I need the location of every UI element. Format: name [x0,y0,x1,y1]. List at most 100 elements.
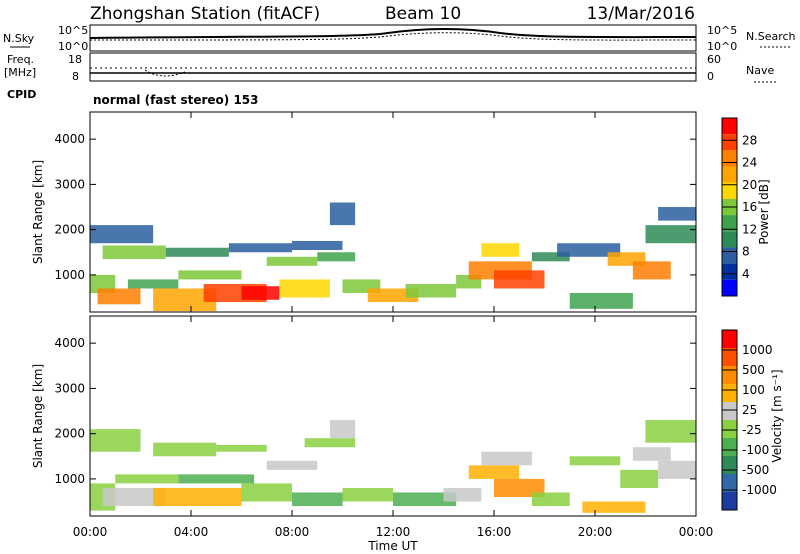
power-cell [405,283,457,298]
velocity-colorbar-tick-label: 500 [742,363,765,377]
power-colorbar-swatch [722,231,737,248]
nsearch-trace [89,32,697,41]
power-ylabel: Slant Range [km] [31,160,45,264]
velocity-heatmap [90,420,696,513]
power-cell [97,288,141,305]
velocity-cell [620,469,659,488]
velocity-colorbar-swatch [722,384,737,402]
nsearch-tick-low: 10^0 [707,40,737,53]
velocity-cell [102,487,166,507]
power-colorbar-swatch [722,279,737,296]
xtick-label: 00:00 [73,525,108,539]
velocity-colorbar-tick-label: -1000 [742,483,777,497]
power-colorbar-tick-label: 12 [742,222,757,236]
velocity-colorbar-tick-label: -100 [742,443,769,457]
nsky-label: N.Sky [3,32,35,45]
power-colorbar-swatch [722,263,737,280]
velocity-cell [481,451,532,466]
ytick-label: 3000 [54,381,85,395]
velocity-cell [393,492,457,507]
power-colorbar-tick-label: 8 [742,245,750,259]
power-cell [481,243,520,257]
xtick-label: 04:00 [174,525,209,539]
cpid-label: CPID [7,88,36,101]
velocity-colorbar-tick-label: -500 [742,463,769,477]
power-cell [279,279,330,298]
freq-tick-low: 8 [72,70,79,83]
nsearch-label: N.Search [746,30,796,43]
ytick-label: 1000 [54,472,85,486]
power-cell [241,286,280,300]
nsky-tick-low: 10^0 [58,40,88,53]
power-panel-frame [89,111,697,313]
xaxis-label: Time UT [367,539,418,553]
power-cell [102,245,166,260]
velocity-colorbar-frame [721,329,738,511]
velocity-cell [443,487,482,502]
velocity-cell [115,474,179,484]
velocity-cell [582,501,646,513]
nave-tick-high: 60 [707,53,721,66]
power-cell [329,202,356,226]
power-cell [165,247,229,257]
velocity-panel-frame [89,315,697,517]
power-colorbar-swatch [722,150,737,167]
nsky-tick-high: 10^5 [58,24,88,37]
nsearch-tick-high: 10^5 [707,24,737,37]
power-colorbar-tick-label: 16 [742,200,757,214]
date-label: 13/Mar/2016 [587,4,695,24]
power-colorbar-swatch [722,182,737,199]
power-cell [531,252,570,262]
velocity-colorbar-swatch [722,366,737,384]
power-cell [632,261,671,280]
velocity-cell [632,447,671,461]
power-heatmap [90,202,696,312]
freq-tick-high: 18 [68,53,82,66]
velocity-cell [266,460,318,470]
power-cell [292,240,343,251]
velocity-cell [329,420,356,439]
power-cell [153,288,217,312]
power-cell [317,252,356,262]
freq-label-2: [MHz] [4,66,36,79]
xtick-label: 16:00 [477,525,512,539]
xtick-label: 20:00 [578,525,613,539]
velocity-colorbar-swatch [722,492,737,510]
velocity-colorbar-swatch [722,474,737,492]
velocity-cell [241,483,292,502]
power-colorbar-swatch [722,166,737,183]
power-cell [494,270,545,289]
power-colorbar-tick-label: 20 [742,178,757,192]
velocity-cell [342,487,393,502]
ytick-label: 3000 [54,177,85,191]
velocity-cell [645,420,696,443]
power-colorbar-swatch [722,215,737,232]
power-colorbar-swatch [722,134,737,151]
velocity-colorbar-tick-label: 1000 [742,343,773,357]
velocity-cell [178,474,255,484]
velocity-colorbar-label: Velocity [m s⁻¹] [770,369,784,462]
velocity-cell [153,487,242,507]
velocity-cell [90,429,141,452]
power-cell [658,207,696,221]
power-colorbar-label: Power [dB] [757,179,771,244]
freq-dip [144,69,186,77]
nave-label: Nave [746,64,774,77]
power-colorbar-tick-label: 24 [742,156,757,170]
power-cell [557,243,621,257]
nave-tick-low: 0 [707,70,714,83]
beam-label: Beam 10 [385,4,461,24]
power-cell [127,279,179,289]
velocity-cell [531,492,570,507]
velocity-cell [153,442,217,457]
power-colorbar-tick-label: 4 [742,267,750,281]
velocity-colorbar-tick-label: 25 [742,403,757,417]
xtick-label: 08:00 [275,525,310,539]
velocity-cell [658,460,696,479]
power-cell [569,292,633,309]
power-cell [645,225,696,244]
velocity-colorbar-tick-label: -25 [742,423,762,437]
nsky-trace [89,27,697,39]
power-cell [228,243,292,253]
